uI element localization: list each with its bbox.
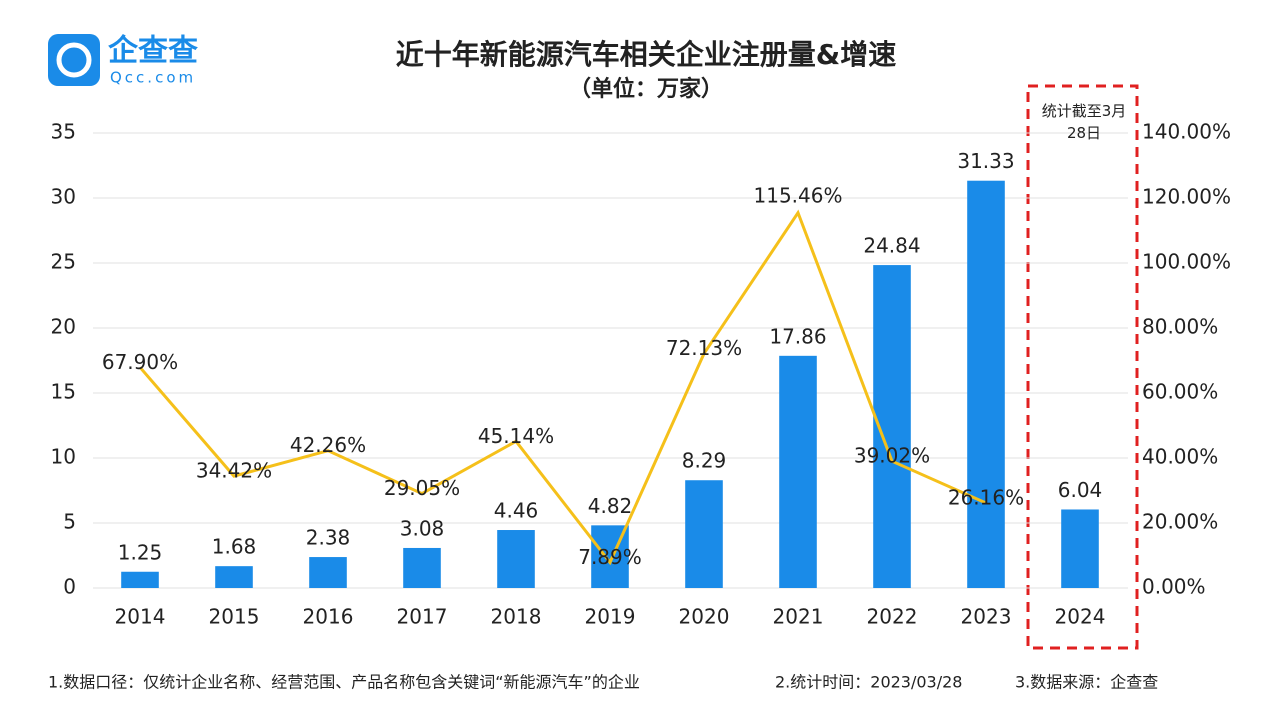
line-value-label: 72.13% xyxy=(666,336,742,360)
bar xyxy=(685,480,723,588)
line-value-label: 67.90% xyxy=(102,350,178,374)
bar-value-label: 8.29 xyxy=(682,449,727,473)
y-tick-label: 0 xyxy=(63,575,76,599)
bar xyxy=(121,571,159,588)
x-tick-label: 2017 xyxy=(397,605,448,629)
bar xyxy=(403,547,441,588)
chart-subtitle: （单位：万家） xyxy=(569,76,723,102)
logo-text: 企查查 xyxy=(108,34,198,69)
bar xyxy=(779,355,817,588)
note: 1.数据口径：仅统计企业名称、经营范围、产品名称包含关键词“新能源汽车”的企业 xyxy=(48,673,640,692)
y-tick-label: 20 xyxy=(51,315,76,339)
line-value-label: 39.02% xyxy=(854,444,930,468)
line-value-label: 7.89% xyxy=(578,545,642,569)
bar-value-label: 4.46 xyxy=(494,499,539,523)
y-tick-label: 25 xyxy=(51,250,76,274)
x-tick-label: 2018 xyxy=(491,605,542,629)
x-tick-label: 2016 xyxy=(303,605,354,629)
y-tick-label: 15 xyxy=(51,380,76,404)
y2-tick-label: 40.00% xyxy=(1142,445,1218,469)
y-tick-label: 10 xyxy=(51,445,76,469)
bar xyxy=(967,180,1005,588)
x-tick-label: 2019 xyxy=(585,605,636,629)
logo-icon xyxy=(48,34,100,86)
y2-tick-label: 20.00% xyxy=(1142,510,1218,534)
bar xyxy=(1061,509,1099,588)
y2-tick-label: 80.00% xyxy=(1142,315,1218,339)
logo-ring xyxy=(56,42,92,78)
line-value-label: 29.05% xyxy=(384,476,460,500)
note: 3.数据来源：企查查 xyxy=(1015,673,1158,692)
highlight-box xyxy=(1026,84,1139,650)
x-tick-label: 2020 xyxy=(679,605,730,629)
bar-value-label: 3.08 xyxy=(400,516,445,540)
bar xyxy=(497,530,535,588)
chart-title: 近十年新能源汽车相关企业注册量&增速 xyxy=(396,38,896,71)
x-tick-label: 2024 xyxy=(1055,605,1106,629)
bar-value-label: 1.68 xyxy=(212,535,257,559)
line-value-label: 26.16% xyxy=(948,485,1024,509)
x-tick-label: 2021 xyxy=(773,605,824,629)
line-value-label: 115.46% xyxy=(754,183,843,207)
x-tick-label: 2014 xyxy=(115,605,166,629)
y-tick-label: 35 xyxy=(51,120,76,144)
bar-value-label: 17.86 xyxy=(769,324,826,348)
y2-tick-label: 0.00% xyxy=(1142,575,1206,599)
line-value-label: 34.42% xyxy=(196,459,272,483)
logo-site: Qcc.com xyxy=(110,69,196,87)
x-tick-label: 2022 xyxy=(867,605,918,629)
bar xyxy=(215,566,253,588)
bar xyxy=(309,557,347,588)
x-tick-label: 2015 xyxy=(209,605,260,629)
line xyxy=(138,209,987,566)
note: 2.统计时间：2023/03/28 xyxy=(775,673,963,692)
bar-value-label: 24.84 xyxy=(863,234,920,258)
y2-tick-label: 140.00% xyxy=(1142,120,1231,144)
y2-tick-label: 60.00% xyxy=(1142,380,1218,404)
bar-value-label: 4.82 xyxy=(588,494,633,518)
y2-tick-label: 100.00% xyxy=(1142,250,1231,274)
bar-value-label: 31.33 xyxy=(957,149,1014,173)
bar-value-label: 6.04 xyxy=(1058,478,1103,502)
x-tick-label: 2023 xyxy=(961,605,1012,629)
bar-value-label: 2.38 xyxy=(306,526,351,550)
bar-value-label: 1.25 xyxy=(118,540,163,564)
annotation: 统计截至3月28日 xyxy=(1041,102,1127,142)
y-tick-label: 5 xyxy=(63,510,76,534)
line-value-label: 45.14% xyxy=(478,424,554,448)
line-value-label: 42.26% xyxy=(290,433,366,457)
y2-tick-label: 120.00% xyxy=(1142,185,1231,209)
y-tick-label: 30 xyxy=(51,185,76,209)
